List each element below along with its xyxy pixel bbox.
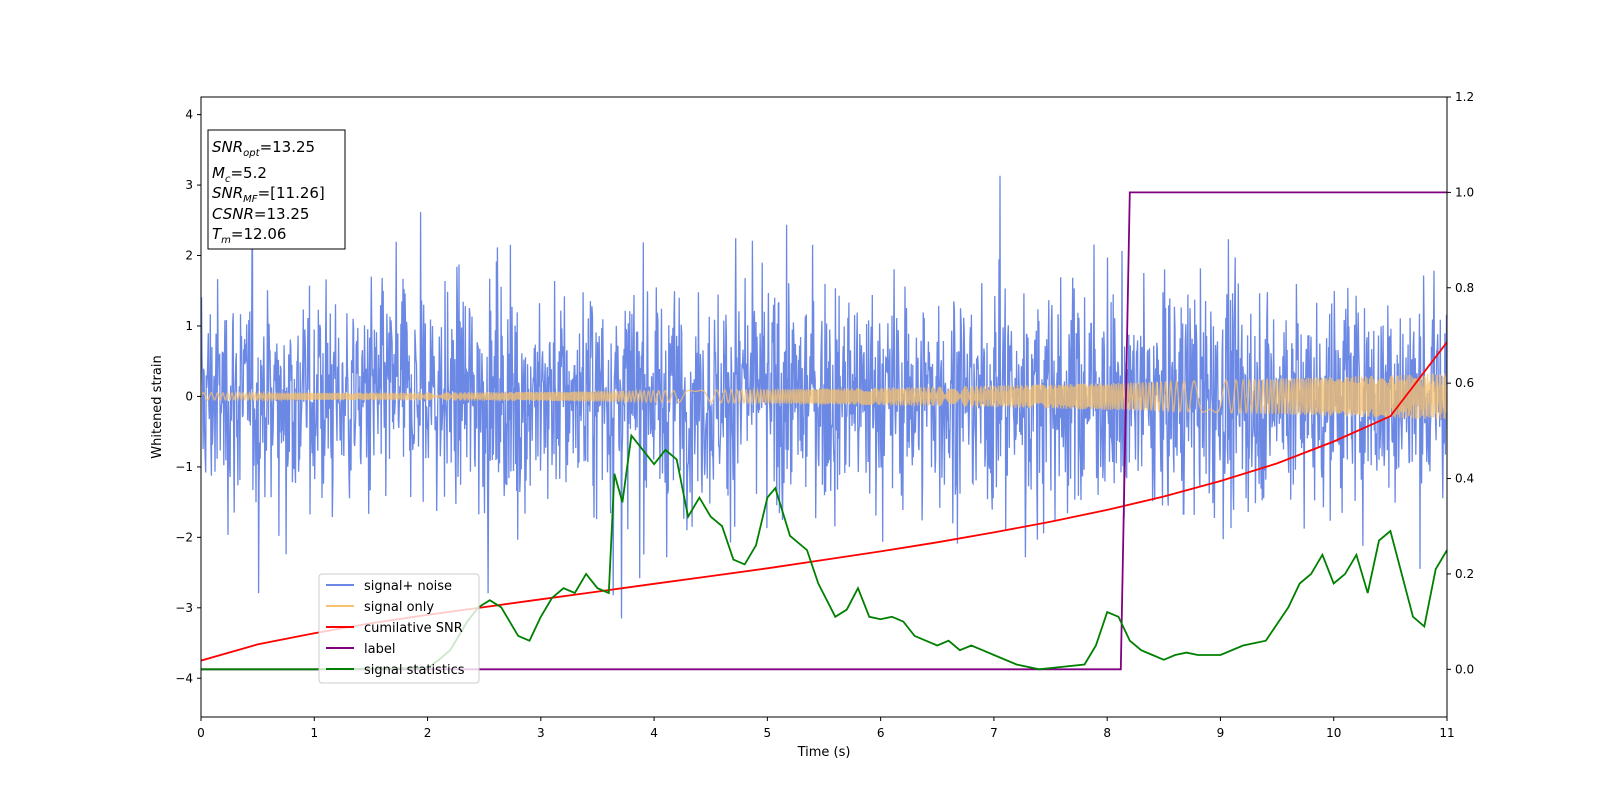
annotation-line: SNRopt=13.25 (212, 138, 315, 159)
legend-label: signal+ noise (364, 579, 452, 594)
y-left-tick-label: 2 (185, 249, 193, 263)
y-right-tick-label: 0.4 (1455, 472, 1474, 486)
annotation-line: SNRMF=[11.26] (212, 184, 325, 205)
annotation-line: Mc=5.2 (212, 164, 267, 185)
x-axis-label: Time (s) (797, 745, 851, 760)
y-right-tick-label: 0.0 (1455, 662, 1474, 676)
series-signal-only-line (201, 373, 1447, 420)
y-right-tick-label: 0.8 (1455, 281, 1474, 295)
y-left-tick-label: 0 (185, 389, 193, 403)
x-tick-label: 6 (877, 726, 885, 740)
y-left-axis-ticks: −4 −3 −2 −1 0 1 2 3 4 (175, 108, 201, 685)
x-tick-label: 4 (650, 726, 658, 740)
y-right-tick-label: 1.0 (1455, 185, 1474, 199)
annotation-frame (207, 129, 346, 250)
y-left-tick-label: 3 (185, 178, 193, 192)
x-tick-label: 1 (310, 726, 318, 740)
series-signal-noise-line (201, 175, 1447, 619)
legend-frame (318, 573, 480, 684)
legend: signal+ noise signal only cumilative SNR la… (318, 573, 480, 684)
annotation-line: CSNR=13.25 (212, 205, 309, 223)
y-left-tick-label: 4 (185, 108, 193, 122)
legend-label: signal statistics (364, 663, 465, 678)
x-tick-label: 0 (197, 726, 205, 740)
legend-label: label (364, 642, 395, 657)
y-left-tick-label: −3 (175, 601, 193, 615)
x-tick-label: 11 (1439, 726, 1454, 740)
legend-label: cumilative SNR (364, 621, 463, 636)
legend-label: signal only (364, 600, 434, 615)
annotation-line: Tm=12.06 (212, 225, 286, 246)
y-right-tick-label: 1.2 (1455, 90, 1474, 104)
y-right-tick-label: 0.6 (1455, 376, 1474, 390)
series-signal-statistics-line (201, 433, 1447, 671)
x-tick-label: 9 (1217, 726, 1225, 740)
y-right-tick-label: 0.2 (1455, 567, 1474, 581)
y-left-tick-label: −2 (175, 530, 193, 544)
x-tick-label: 8 (1103, 726, 1111, 740)
x-tick-label: 10 (1326, 726, 1341, 740)
y-left-tick-label: 1 (185, 319, 193, 333)
annotation-box: SNRopt=13.25 Mc=5.2SNRMF=[11.26]CSNR=13.2… (207, 129, 346, 250)
y-axis-label: Whitened strain (150, 355, 165, 458)
y-right-axis-ticks: 0.0 0.2 0.4 0.6 0.8 1.0 1.2 (1447, 90, 1474, 676)
x-axis-ticks: 0 1 2 3 4 5 6 7 8 9 10 11 (197, 717, 1455, 740)
y-left-tick-label: −4 (175, 671, 193, 685)
x-tick-label: 7 (990, 726, 998, 740)
x-tick-label: 3 (537, 726, 545, 740)
x-tick-label: 2 (424, 726, 432, 740)
plot-frame (200, 96, 1448, 718)
series-label-line (201, 191, 1447, 671)
y-left-tick-label: −1 (175, 460, 193, 474)
x-tick-label: 5 (764, 726, 772, 740)
